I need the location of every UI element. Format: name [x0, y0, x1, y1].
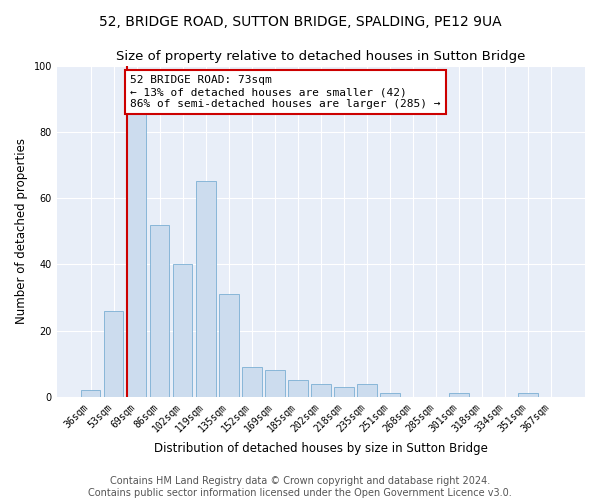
Bar: [334, 387, 354, 397]
Bar: [127, 88, 146, 397]
Text: 52 BRIDGE ROAD: 73sqm
← 13% of detached houses are smaller (42)
86% of semi-deta: 52 BRIDGE ROAD: 73sqm ← 13% of detached …: [130, 76, 441, 108]
Y-axis label: Number of detached properties: Number of detached properties: [15, 138, 28, 324]
Bar: [219, 294, 239, 397]
Bar: [449, 394, 469, 397]
Bar: [380, 394, 400, 397]
Bar: [265, 370, 284, 397]
Bar: [288, 380, 308, 397]
Bar: [173, 264, 193, 397]
Bar: [196, 182, 215, 397]
Bar: [357, 384, 377, 397]
Title: Size of property relative to detached houses in Sutton Bridge: Size of property relative to detached ho…: [116, 50, 526, 63]
Bar: [150, 224, 169, 397]
Bar: [518, 394, 538, 397]
Bar: [311, 384, 331, 397]
X-axis label: Distribution of detached houses by size in Sutton Bridge: Distribution of detached houses by size …: [154, 442, 488, 455]
Bar: [81, 390, 100, 397]
Text: Contains HM Land Registry data © Crown copyright and database right 2024.
Contai: Contains HM Land Registry data © Crown c…: [88, 476, 512, 498]
Bar: [104, 310, 124, 397]
Text: 52, BRIDGE ROAD, SUTTON BRIDGE, SPALDING, PE12 9UA: 52, BRIDGE ROAD, SUTTON BRIDGE, SPALDING…: [98, 15, 502, 29]
Bar: [242, 367, 262, 397]
